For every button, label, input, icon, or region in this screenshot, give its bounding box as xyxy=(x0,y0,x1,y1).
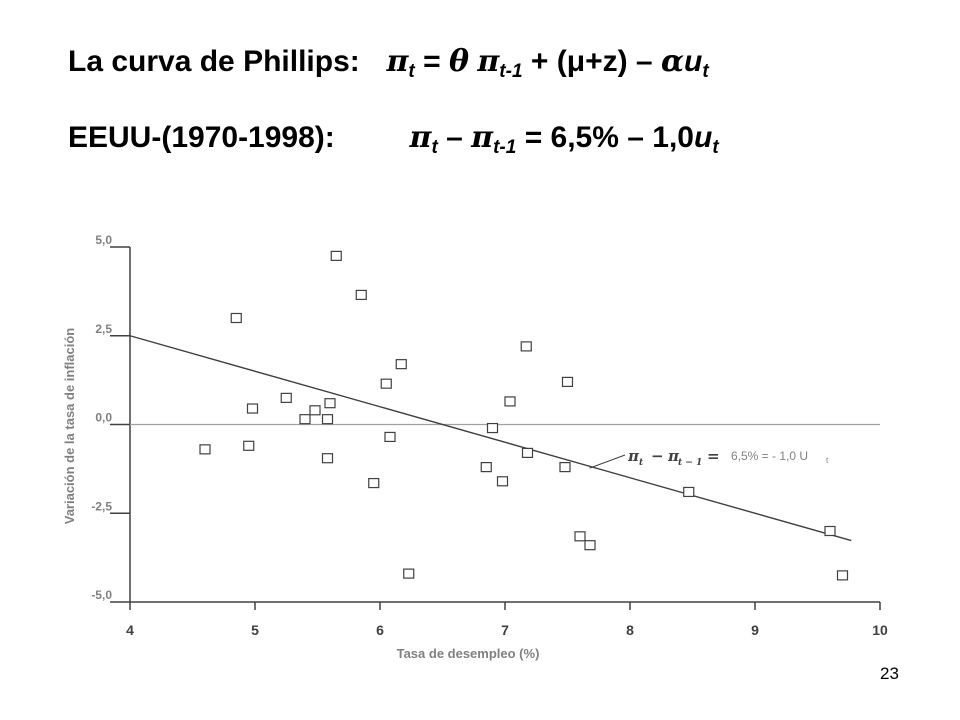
title-line-1: La curva de Phillips: πt = θ πt-1 + (μ+z… xyxy=(68,44,709,83)
title1-pi: π xyxy=(386,44,409,79)
annotation-rhs: 6,5% = - 1,0 U xyxy=(731,449,808,463)
y-tick-label: 0,0 xyxy=(95,411,112,425)
data-point-square xyxy=(380,378,392,389)
data-point-square xyxy=(330,250,342,261)
data-point-square xyxy=(504,396,516,407)
title1-tm1-sub: t-1 xyxy=(499,61,523,82)
title2-pi2: π xyxy=(471,120,494,155)
annotation-t-left: t xyxy=(639,458,644,468)
data-point-square xyxy=(520,341,532,352)
title2-tm1-sub: t-1 xyxy=(493,137,517,158)
data-point-square xyxy=(824,525,836,537)
title1-theta: θ xyxy=(448,44,469,79)
data-points xyxy=(199,250,849,581)
data-point-square xyxy=(403,568,415,579)
title1-alpha: α xyxy=(660,44,685,79)
title-line-2: EEUU-(1970-1998): πt – πt-1 = 6,5% – 1,0… xyxy=(68,120,719,159)
title2-minus: – xyxy=(446,121,463,154)
x-tick-label: 4 xyxy=(126,622,134,638)
y-tick-label: 5,0 xyxy=(95,233,112,247)
data-point-square xyxy=(683,486,695,498)
annotation-pi-right: π xyxy=(667,447,680,465)
data-point-square xyxy=(309,405,321,416)
data-point-square xyxy=(574,531,586,542)
title1-pi2: π xyxy=(477,44,500,79)
annotation-pointer xyxy=(589,454,626,469)
x-axis-label: Tasa de desempleo (%) xyxy=(397,646,540,661)
data-point-square xyxy=(243,440,255,451)
data-point-square xyxy=(561,376,574,387)
x-tick-label: 10 xyxy=(872,622,888,638)
title1-eq: = xyxy=(423,45,441,78)
title1-rest: + (μ+z) – xyxy=(530,45,653,78)
title2-ut-sub: t xyxy=(712,137,719,158)
data-point-square xyxy=(480,462,492,473)
data-point-square xyxy=(199,444,211,455)
data-point-square xyxy=(355,289,367,301)
annotation-equals: = xyxy=(707,447,720,465)
data-point-square xyxy=(230,312,242,324)
y-axis-label: Variación de la tasa de inflación xyxy=(62,328,77,525)
title1-ut-sub: t xyxy=(702,61,709,82)
page-number: 23 xyxy=(880,664,899,683)
data-point-square xyxy=(321,414,334,425)
x-tick-label: 6 xyxy=(376,622,384,638)
x-tick-label: 9 xyxy=(751,622,759,638)
x-tick-label: 5 xyxy=(251,622,259,638)
chart-axes: 5,0 2,5 0,0 -2,5 -5,0 4 5 6 7 8 9 10 xyxy=(91,233,888,638)
regression-fit-line xyxy=(129,335,852,542)
annotation-t-right: t − 1 xyxy=(678,458,702,468)
title2-lead: EEUU-(1970-1998): xyxy=(68,121,335,154)
title2-pi: π xyxy=(409,120,432,155)
data-point-square xyxy=(368,477,380,489)
data-point-square xyxy=(384,431,396,443)
data-point-square xyxy=(321,453,334,464)
data-point-square xyxy=(496,476,509,487)
data-point-square xyxy=(836,570,849,581)
data-point-square xyxy=(486,422,499,434)
title2-rest: = 6,5% – 1,0 xyxy=(524,121,694,154)
title2-t-sub: t xyxy=(431,137,438,158)
y-tick-label: -5,0 xyxy=(91,588,112,602)
y-tick-label: -2,5 xyxy=(91,499,112,513)
x-tick-label: 8 xyxy=(626,622,634,638)
annotation-rhs-sub: t xyxy=(826,456,829,465)
data-point-square xyxy=(280,392,292,403)
data-point-square xyxy=(395,359,407,370)
title1-t-sub: t xyxy=(408,61,415,82)
data-point-square xyxy=(584,540,596,551)
annotation-minus: − xyxy=(651,447,664,465)
x-tick-label: 7 xyxy=(501,622,509,638)
title1-u: u xyxy=(684,45,703,78)
y-tick-label: 2,5 xyxy=(95,322,112,336)
title1-lead: La curva de Phillips: xyxy=(68,45,360,78)
title2-u: u xyxy=(693,121,713,154)
data-point-square xyxy=(324,398,336,409)
regression-line xyxy=(129,335,852,542)
data-point-square xyxy=(299,414,311,425)
annotation-pi-left: π xyxy=(627,447,640,465)
data-point-square xyxy=(521,447,534,458)
data-point-square xyxy=(559,462,571,473)
data-point-square xyxy=(246,403,259,414)
